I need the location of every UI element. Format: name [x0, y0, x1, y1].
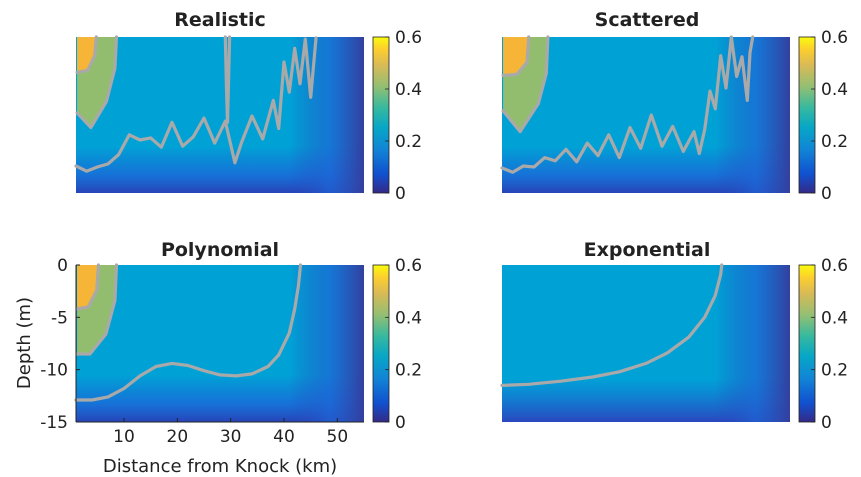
contour-line	[501, 35, 550, 134]
contour-layer	[74, 35, 318, 173]
colorbar-ticks: 0 0.2 0.4 0.6	[385, 256, 422, 433]
colorbar-tick-label: 0.6	[821, 28, 848, 48]
colorbar: 0 0.2 0.4 0.6	[372, 28, 422, 204]
contour-line	[500, 263, 724, 387]
contour-line	[75, 263, 119, 356]
colorbar-tick-label: 0.4	[821, 308, 848, 328]
colorbar: 0 0.2 0.4 0.6	[798, 28, 848, 204]
colorbar-tick-label: 0.2	[395, 132, 422, 152]
colorbar-gradient	[798, 264, 816, 423]
colorbar-tick-label: 0.4	[395, 80, 422, 100]
distance-shading	[502, 37, 790, 193]
contour-line	[75, 35, 98, 75]
x-axis-label: Distance from Knock (km)	[103, 456, 337, 477]
panel-realistic: Realistic 0 0.2 0.4 0.6	[74, 9, 422, 204]
panel-exponential: Exponential 0 0.2 0.4 0.6	[500, 239, 848, 433]
colorbar-tick-label: 0.6	[395, 28, 422, 48]
distance-shading	[502, 265, 790, 422]
contour-line	[75, 263, 101, 311]
colorbar-tick-label: 0.4	[821, 80, 848, 100]
panel-polynomial: 10 20 30 40 50 0 -5 -10 -15 Polynomial 0 0.2 0.4 0.…	[40, 239, 422, 447]
panel-title: Realistic	[174, 9, 266, 31]
contour-line	[74, 36, 318, 173]
colorbar: 0 0.2 0.4 0.6	[798, 256, 848, 433]
colorbar-tick-label: 0.2	[395, 361, 422, 381]
colorbar-tick-label: 0	[395, 184, 406, 204]
colorbar-tick-label: 0.6	[395, 256, 422, 276]
colorbar-tick-label: 0.2	[821, 361, 848, 381]
contour-line	[501, 35, 531, 78]
contour-line	[74, 263, 303, 402]
colorbar-tick-label: 0.6	[821, 256, 848, 276]
colorbar: 0 0.2 0.4 0.6	[372, 256, 422, 433]
contour-line	[500, 35, 755, 174]
colorbar-ticks: 0 0.2 0.4 0.6	[811, 28, 848, 204]
panel-scattered: Scattered 0 0.2 0.4 0.6	[500, 9, 848, 204]
axis-ticks: 10 20 30 40 50 0 -5 -10 -15	[40, 256, 348, 447]
colorbar-gradient	[372, 264, 390, 423]
distance-shading	[76, 37, 364, 193]
y-tick-label: 0	[57, 256, 68, 276]
colorbar-tick-label: 0	[821, 184, 832, 204]
x-tick-label: 20	[167, 427, 189, 447]
y-tick-label: -10	[40, 361, 68, 381]
y-tick-label: -15	[40, 413, 68, 433]
panel-title: Scattered	[595, 9, 700, 31]
distance-shading	[76, 265, 364, 422]
x-tick-label: 50	[327, 427, 349, 447]
colorbar-tick-label: 0.2	[821, 132, 848, 152]
contour-layer	[74, 263, 303, 402]
x-tick-label: 30	[220, 427, 242, 447]
panel-title: Exponential	[584, 239, 711, 261]
colorbar-tick-label: 0	[395, 413, 406, 433]
x-tick-label: 40	[273, 427, 295, 447]
colorbar-ticks: 0 0.2 0.4 0.6	[385, 28, 422, 204]
contour-layer	[500, 263, 724, 387]
colorbar-gradient	[798, 36, 816, 194]
contour-line	[75, 35, 119, 130]
panel-title: Polynomial	[161, 239, 279, 261]
colorbar-gradient	[372, 36, 390, 194]
contour-line	[223, 35, 232, 124]
colorbar-ticks: 0 0.2 0.4 0.6	[811, 256, 848, 433]
y-axis-label: Depth (m)	[14, 297, 35, 389]
contour-layer	[500, 35, 755, 174]
y-tick-label: -5	[51, 308, 68, 328]
x-tick-label: 10	[113, 427, 135, 447]
colorbar-tick-label: 0	[821, 413, 832, 433]
colorbar-tick-label: 0.4	[395, 308, 422, 328]
